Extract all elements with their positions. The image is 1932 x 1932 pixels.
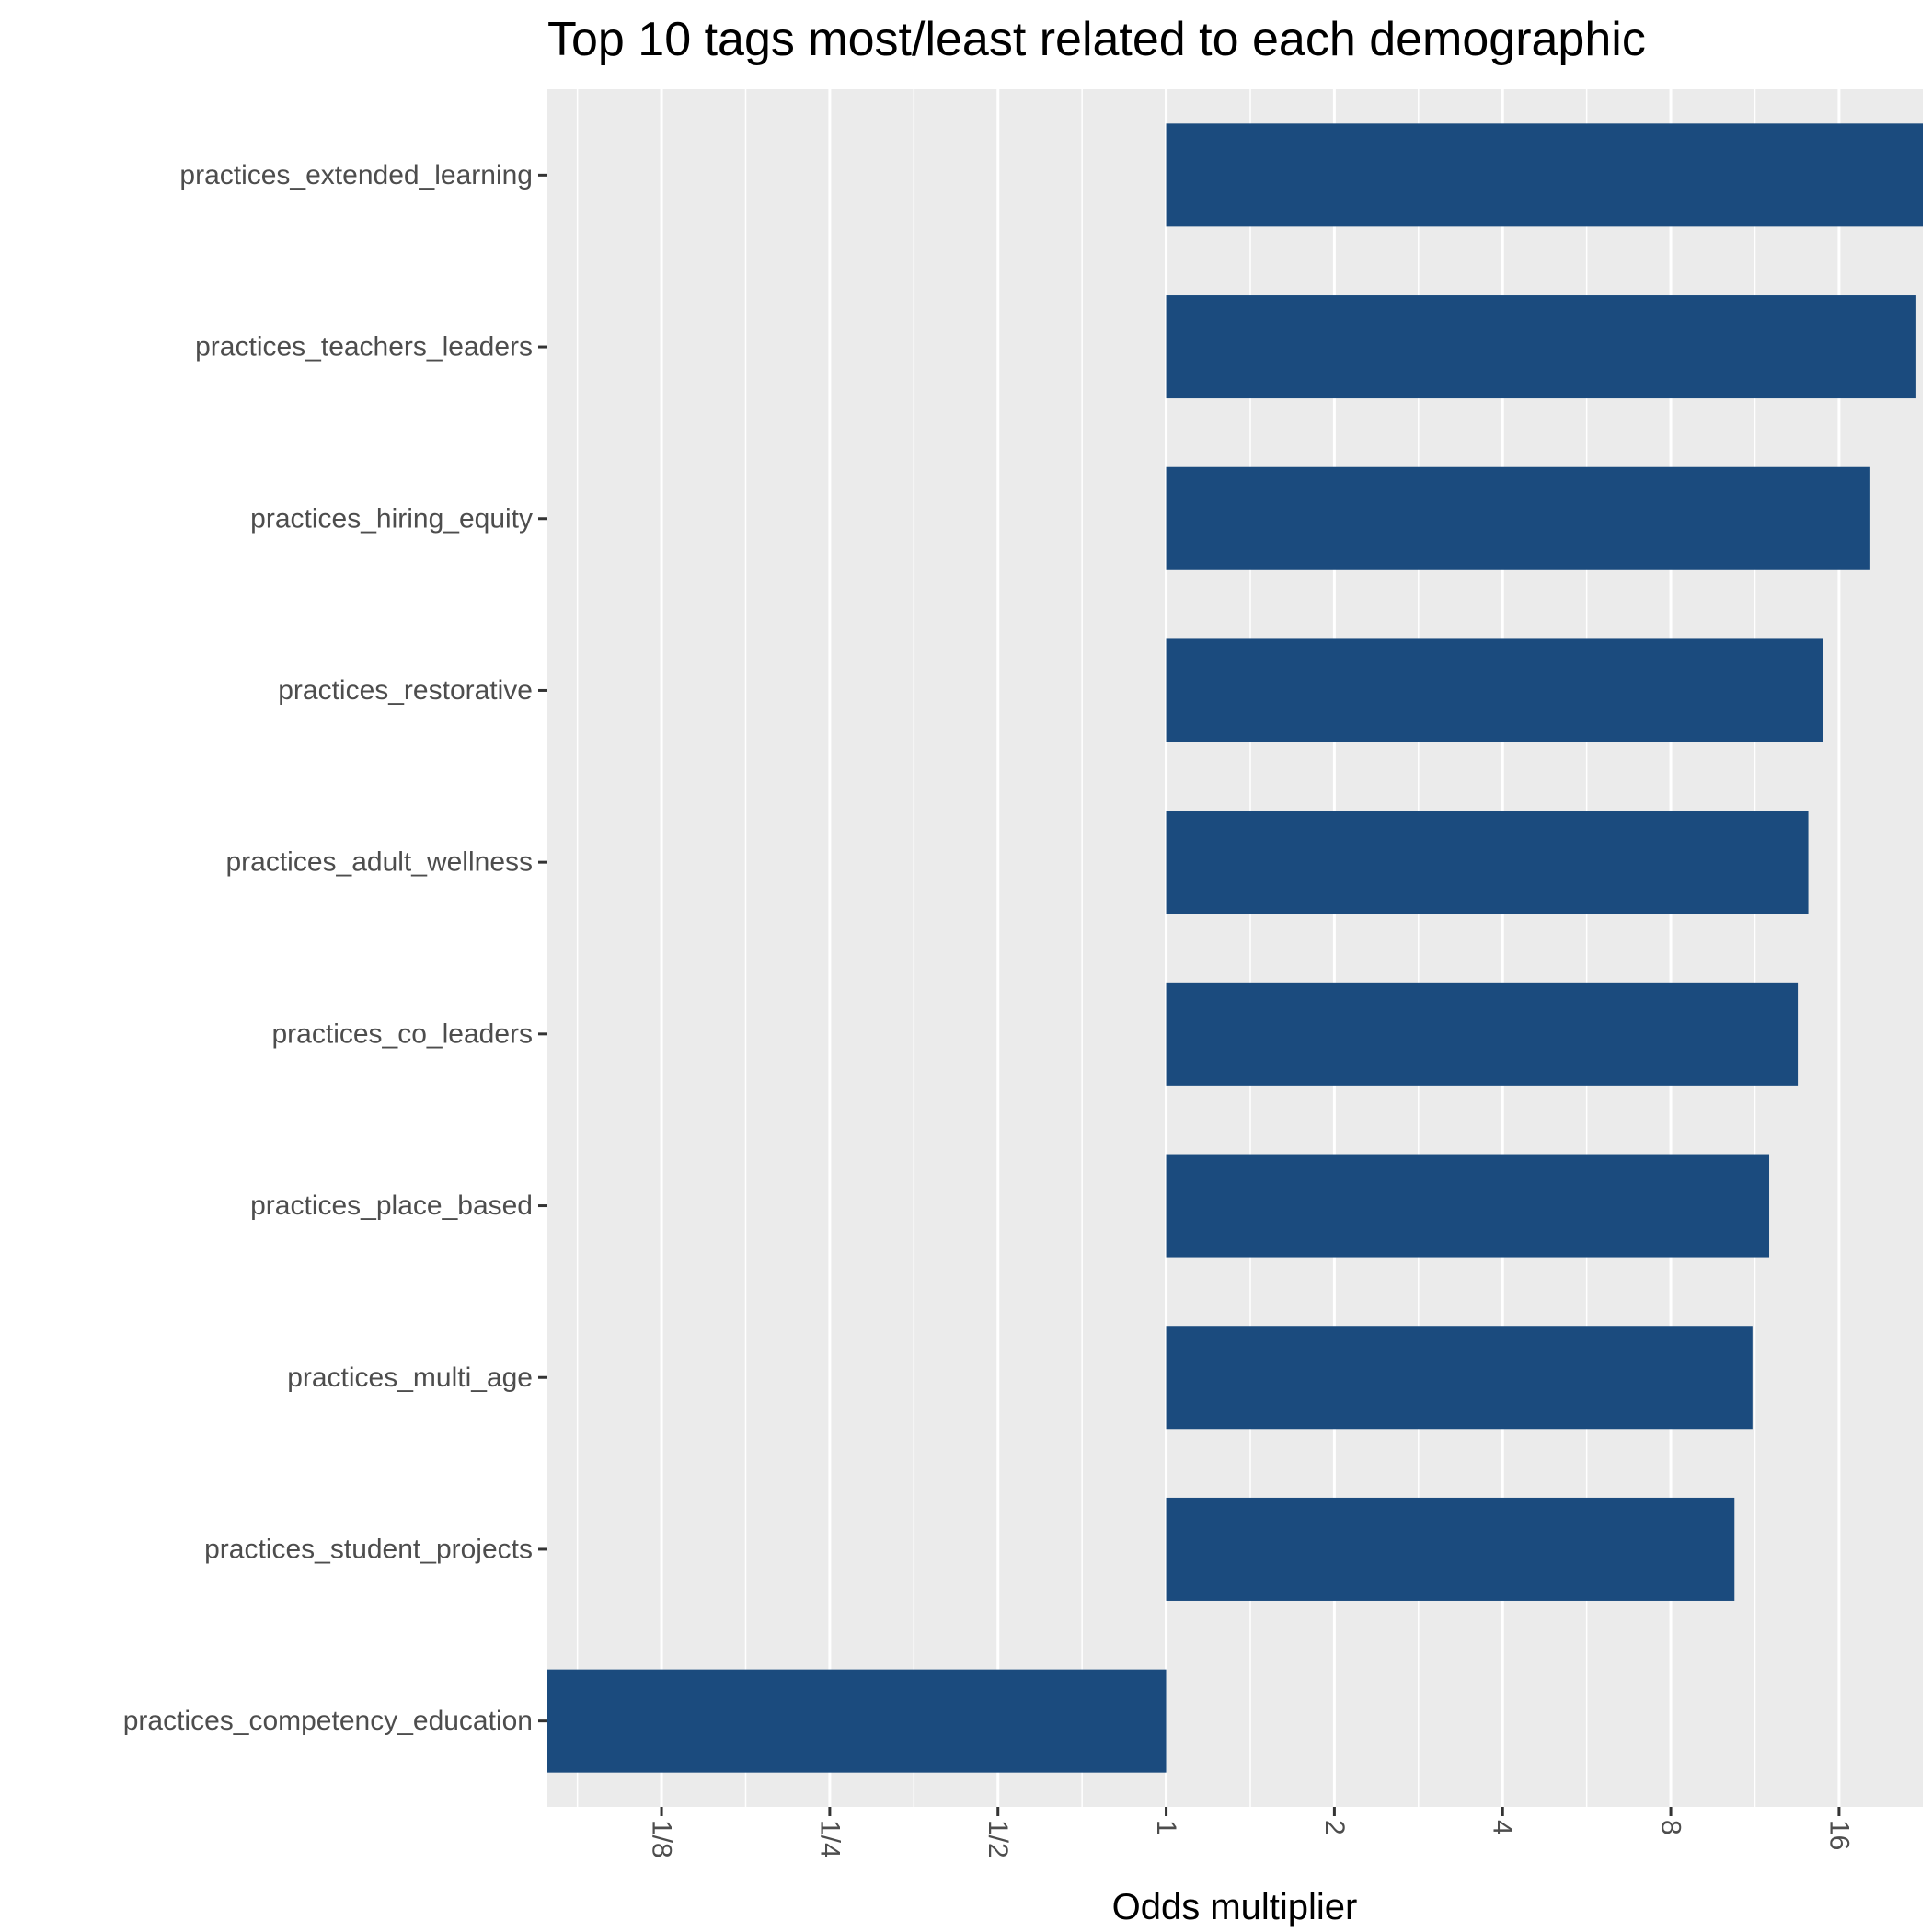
y-tick-label: practices_student_projects: [204, 1534, 533, 1564]
y-tick-label: practices_multi_age: [287, 1363, 533, 1393]
y-tick-label: practices_place_based: [250, 1190, 533, 1221]
bar: [1166, 1497, 1735, 1601]
bar: [1166, 638, 1823, 742]
x-tick-label: 1/2: [983, 1820, 1013, 1858]
bar: [1166, 982, 1799, 1086]
x-tick-label: 16: [1823, 1820, 1854, 1850]
x-tick-label: 1/4: [814, 1820, 845, 1858]
bar: [1166, 123, 1923, 227]
x-tick-label: 1: [1151, 1820, 1181, 1835]
chart-title: Top 10 tags most/least related to each d…: [547, 13, 1646, 66]
x-tick-label: 8: [1656, 1820, 1686, 1835]
bars: [547, 123, 1923, 1773]
y-tick-label: practices_restorative: [278, 675, 533, 706]
x-tick-label: 1/8: [647, 1820, 677, 1858]
bar: [1166, 811, 1809, 914]
bar: [1166, 1326, 1753, 1430]
bar: [1166, 1154, 1770, 1258]
bar: [1166, 466, 1870, 570]
y-tick-label: practices_hiring_equity: [250, 503, 533, 534]
y-tick-label: practices_teachers_leaders: [195, 332, 533, 362]
x-tick-label: 4: [1488, 1820, 1518, 1835]
bar: [547, 1669, 1167, 1773]
y-tick-label: practices_competency_education: [123, 1706, 533, 1736]
y-tick-label: practices_co_leaders: [272, 1018, 534, 1049]
y-tick-label: practices_extended_learning: [179, 160, 533, 190]
x-axis: 1/8 1/4 1/2 1 2 4 8 16: [647, 1807, 1854, 1858]
y-axis: practices_extended_learning practices_tea…: [123, 160, 547, 1736]
x-axis-title: Odds multiplier: [1112, 1887, 1358, 1927]
y-tick-label: practices_adult_wellness: [225, 847, 533, 878]
x-tick-label: 2: [1319, 1820, 1350, 1835]
bar: [1166, 295, 1916, 399]
